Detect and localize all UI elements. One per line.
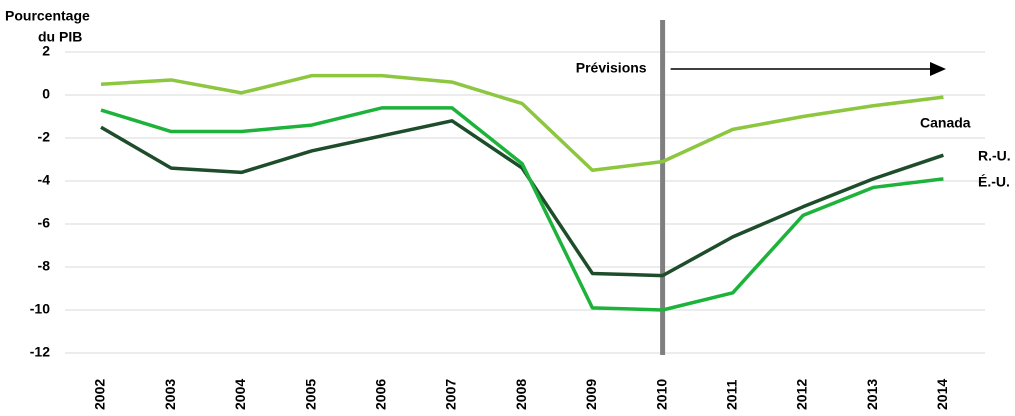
series-label: É.-U. — [978, 174, 1010, 190]
x-tick-label: 2004 — [232, 379, 248, 410]
x-tick-label: 2011 — [724, 379, 740, 410]
x-tick-label: 2003 — [162, 379, 178, 410]
x-tick-label: 2007 — [443, 379, 459, 410]
y-tick-label: -12 — [30, 344, 50, 360]
y-axis-title: du PIB — [38, 29, 82, 45]
y-tick-label: -10 — [30, 301, 50, 317]
series-label: Canada — [920, 115, 971, 131]
y-tick-label: -8 — [38, 258, 51, 274]
y-tick-label: 2 — [42, 43, 50, 59]
x-tick-label: 2012 — [794, 379, 810, 410]
annotation: Prévisions — [576, 60, 647, 76]
series-line — [100, 106, 944, 312]
x-tick-label: 2010 — [653, 379, 669, 410]
arrow-head — [930, 62, 946, 76]
y-tick-label: 0 — [42, 86, 50, 102]
y-tick-label: -2 — [38, 129, 51, 145]
x-tick-label: 2008 — [513, 379, 529, 410]
y-tick-label: -6 — [38, 215, 51, 231]
x-tick-label: 2002 — [92, 379, 108, 410]
series-line — [100, 119, 944, 278]
y-tick-label: -4 — [38, 172, 51, 188]
x-tick-label: 2014 — [934, 379, 950, 410]
y-axis-title: Pourcentage — [5, 8, 90, 24]
series-line — [100, 73, 944, 172]
series-label: R.-U. — [978, 148, 1011, 164]
x-tick-label: 2013 — [864, 379, 880, 410]
x-tick-label: 2009 — [583, 379, 599, 410]
x-tick-label: 2006 — [373, 379, 389, 410]
x-tick-label: 2005 — [302, 379, 318, 410]
